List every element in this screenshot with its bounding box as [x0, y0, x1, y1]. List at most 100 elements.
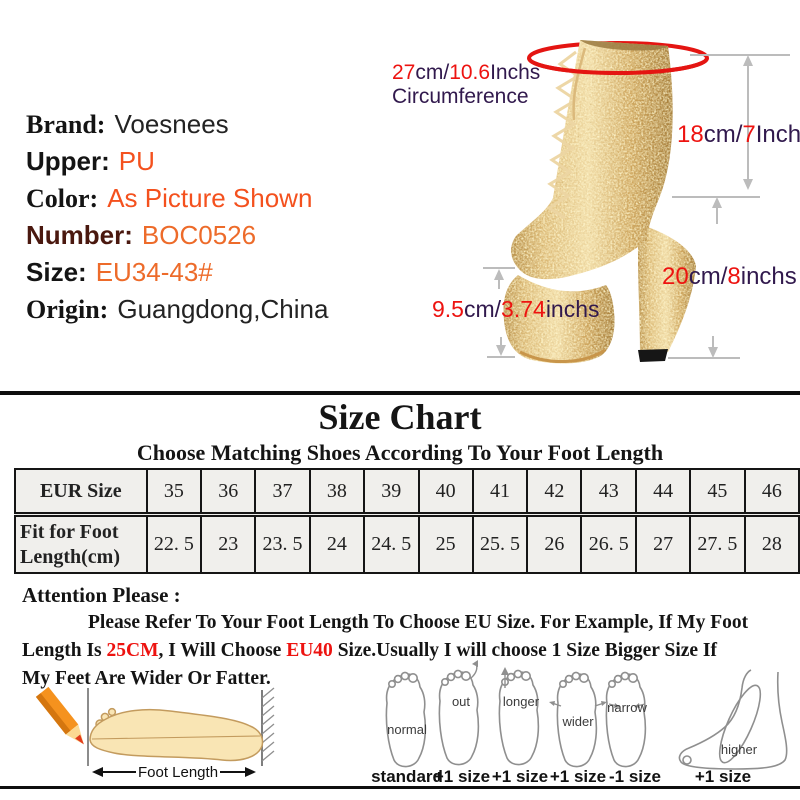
lace-end	[572, 47, 587, 121]
foot-length-row: Fit for Foot Length(cm) 22. 5 23 23. 5 2…	[14, 513, 800, 574]
circumference-value: 27cm/10.6Inchs	[392, 61, 541, 84]
foot-out	[438, 669, 480, 766]
attention-line1: Please Refer To Your Foot Length To Choo…	[88, 612, 749, 633]
bottom-divider	[0, 786, 800, 789]
product-row-number: Number: BOC0526	[26, 217, 328, 254]
highlight-eu40: EU40	[286, 640, 333, 661]
size-value: EU34-43#	[95, 257, 213, 287]
foot-length-cell: 24. 5	[363, 513, 420, 574]
foot-topview	[89, 707, 264, 762]
eur-size-cell: 38	[308, 468, 366, 517]
upper-value: PU	[118, 146, 155, 176]
boot-laces	[546, 50, 581, 220]
foot-direction-marks	[470, 660, 646, 708]
heel-tip	[638, 349, 668, 362]
product-row-upper: Upper: PU	[26, 143, 328, 180]
product-row-color: Color: As Picture Shown	[26, 180, 328, 217]
foot-label-narrow: narrow	[607, 700, 647, 715]
foot-label-longer: longer	[503, 694, 540, 709]
foot-length-cell: 28	[743, 513, 800, 574]
top-divider	[0, 391, 800, 395]
platform-height-annotation: 9.5cm/3.74inchs	[432, 296, 600, 322]
product-row-brand: Brand: Voesnees	[26, 106, 328, 143]
number-value: BOC0526	[141, 220, 257, 250]
eur-size-row: EUR Size 35 36 37 38 39 40 41 42 43 44 4…	[14, 468, 800, 517]
heel-height-annotation: 20cm/8inchs	[662, 263, 797, 290]
platform-sole-edge	[519, 348, 606, 363]
foot-length-cell: 27. 5	[689, 513, 746, 574]
attention-line3: My Feet Are Wider Or Fatter.	[22, 668, 271, 689]
size-chart-table: EUR Size 35 36 37 38 39 40 41 42 43 44 4…	[14, 468, 800, 574]
product-row-origin: Origin: Guangdong,China	[26, 291, 328, 328]
product-info: Brand: Voesnees Upper: PU Color: As Picture…	[26, 106, 328, 328]
foot-normal	[385, 671, 427, 768]
eur-size-cell: 42	[526, 468, 583, 517]
product-row-size: Size: EU34-43#	[26, 254, 328, 291]
size-chart-subtitle: Choose Matching Shoes According To Your …	[136, 440, 664, 465]
foot-outlines	[385, 669, 788, 770]
eur-size-cell: 39	[363, 468, 420, 517]
sizing-longer: +1 size	[491, 767, 549, 786]
sizing-wider: +1 size	[549, 767, 607, 786]
eur-size-cell: 36	[200, 468, 257, 517]
foot-measure-diagram: Foot Length	[35, 686, 275, 781]
circumference-caption: Circumference	[392, 85, 529, 108]
attention-heading: Attention Please :	[22, 583, 181, 607]
brand-value: Voesnees	[114, 109, 229, 139]
foot-type-diagrams: normal out longer wider narrow higher	[385, 660, 788, 770]
foot-length-row-label: Fit for Foot Length(cm)	[14, 513, 148, 574]
shaft-height-annotation: 18cm/7Inchs	[677, 121, 800, 148]
origin-label: Origin:	[26, 295, 109, 324]
attention-line2: Length Is 25CM, I Will Choose EU40 Size.…	[22, 640, 718, 661]
foot-label-normal: normal	[387, 722, 427, 737]
foot-length-label: Foot Length	[138, 764, 218, 781]
foot-length-cell: 27	[634, 513, 692, 574]
color-label: Color:	[26, 184, 99, 213]
sizing-narrow: -1 size	[609, 767, 661, 786]
foot-length-cell: 25	[417, 513, 474, 574]
instep-girth-loop	[718, 684, 762, 764]
foot-narrow	[605, 671, 647, 768]
foot-length-cell: 25. 5	[471, 513, 529, 574]
eur-size-cell: 46	[743, 468, 800, 517]
eur-size-cell: 35	[145, 468, 203, 517]
eur-size-row-label: EUR Size	[14, 468, 148, 517]
foot-length-cell: 23	[200, 513, 257, 574]
eur-size-cell: 37	[254, 468, 311, 517]
eur-size-cell: 44	[634, 468, 692, 517]
size-chart-title: Size Chart	[318, 397, 482, 437]
boot-shape	[503, 40, 696, 364]
brand-label: Brand:	[26, 110, 106, 139]
boot-illustration	[483, 40, 790, 364]
color-value: As Picture Shown	[107, 183, 313, 213]
foot-length-cell: 26	[526, 513, 583, 574]
foot-length-cell: 26. 5	[580, 513, 637, 574]
upper-label: Upper:	[26, 146, 110, 176]
foot-length-cell: 23. 5	[254, 513, 311, 574]
circumference-annotation: 27cm/10.6Inchs Circumference	[392, 61, 540, 109]
foot-label-higher: higher	[721, 742, 758, 757]
foot-label-wider: wider	[561, 714, 594, 729]
measurement-guides	[483, 54, 790, 359]
circumference-ellipse-front	[527, 57, 709, 75]
eur-size-cell: 41	[471, 468, 529, 517]
foot-label-out: out	[452, 694, 470, 709]
foot-length-arrow	[92, 767, 256, 777]
foot-length-cell: 22. 5	[145, 513, 203, 574]
size-label: Size:	[26, 257, 87, 287]
number-label: Number:	[26, 220, 133, 250]
side-foot-toe	[682, 755, 692, 765]
origin-value: Guangdong,China	[117, 294, 329, 324]
pencil-icon	[35, 686, 84, 745]
foot-length-cell: 24	[308, 513, 366, 574]
eur-size-cell: 40	[417, 468, 474, 517]
eur-size-cell: 45	[689, 468, 746, 517]
attention-paragraph: Please Refer To Your Foot Length To Choo…	[22, 609, 748, 693]
boot-opening	[580, 40, 668, 51]
sizing-out: +1 size	[433, 767, 491, 786]
sizing-standard: standard	[371, 767, 443, 786]
sizing-higher: +1 size	[694, 767, 752, 786]
wall-hatching	[261, 687, 275, 766]
highlight-25cm: 25CM	[106, 640, 159, 661]
